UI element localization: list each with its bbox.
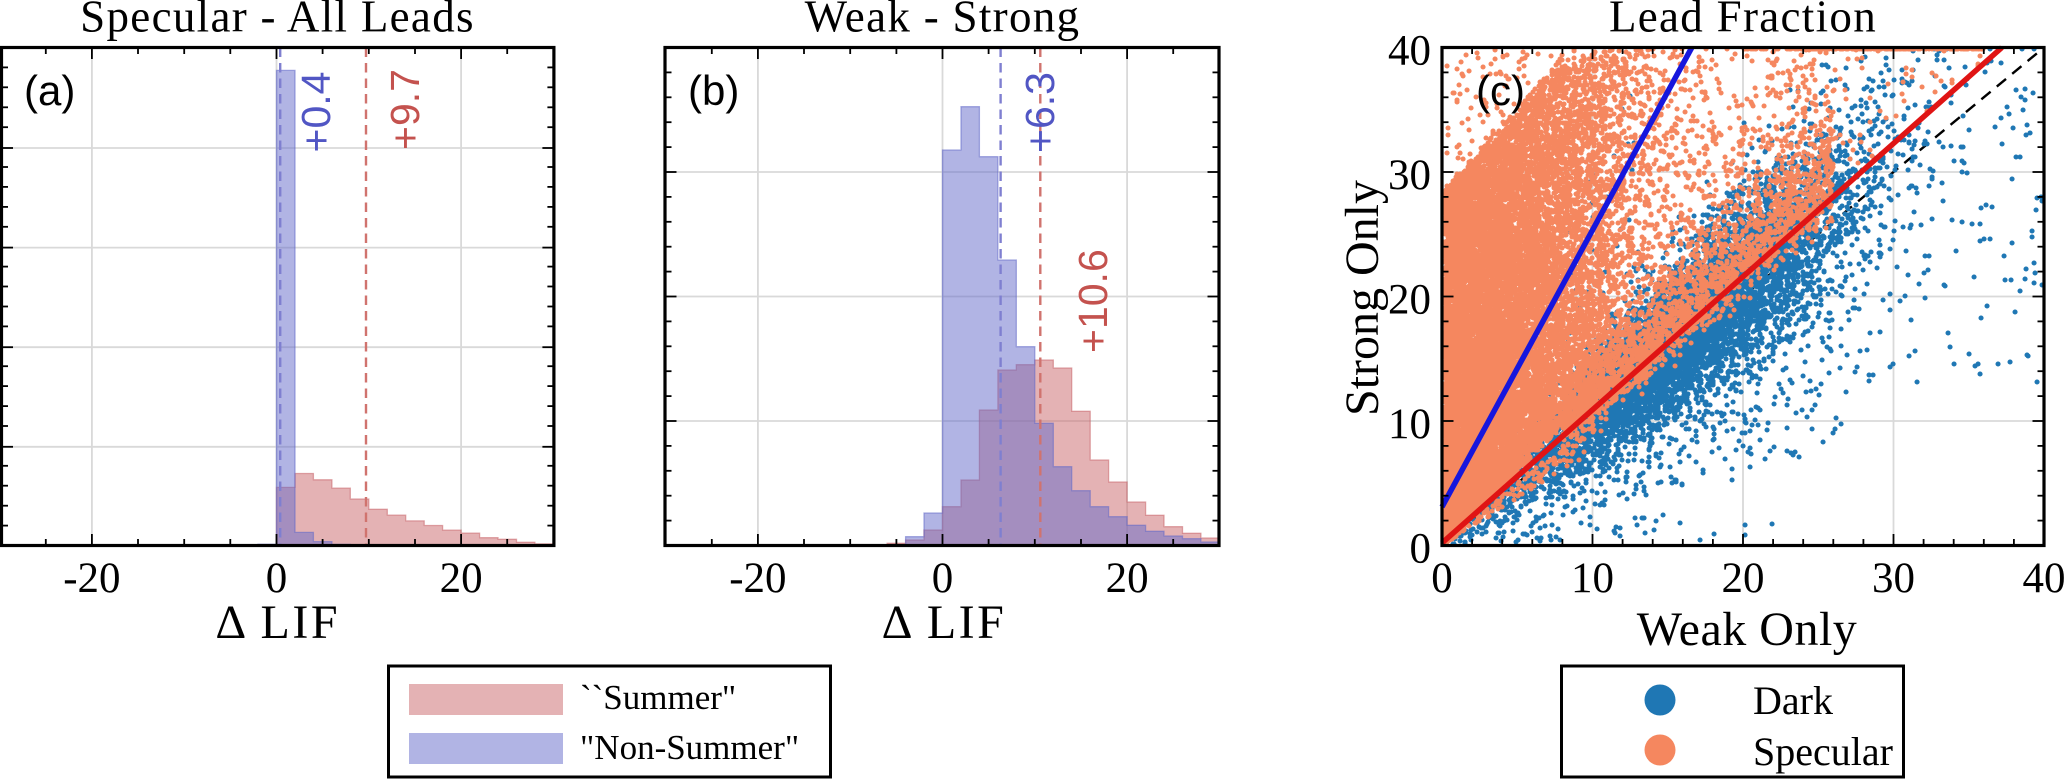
svg-text:(a): (a) xyxy=(24,67,75,114)
svg-text:(c): (c) xyxy=(1476,67,1525,114)
svg-text:"Non-Summer": "Non-Summer" xyxy=(580,728,799,767)
svg-text:Specular: Specular xyxy=(1753,729,1893,774)
svg-text:Δ LIF: Δ LIF xyxy=(215,596,340,649)
svg-text:20: 20 xyxy=(1722,555,1765,602)
svg-text:10: 10 xyxy=(1388,401,1431,448)
svg-text:Δ LIF: Δ LIF xyxy=(882,596,1007,649)
svg-text:0: 0 xyxy=(932,555,954,602)
svg-text:Specular - All Leads: Specular - All Leads xyxy=(80,0,475,42)
svg-text:0: 0 xyxy=(1431,555,1453,602)
svg-text:10: 10 xyxy=(1571,555,1614,602)
svg-text:Lead Fraction: Lead Fraction xyxy=(1609,0,1877,42)
svg-text:0: 0 xyxy=(266,555,288,602)
svg-text:40: 40 xyxy=(2023,555,2066,602)
svg-text:40: 40 xyxy=(1388,28,1431,75)
svg-text:20: 20 xyxy=(1388,277,1431,324)
svg-text:(b): (b) xyxy=(688,67,739,114)
svg-text:+10.6: +10.6 xyxy=(1070,249,1116,353)
svg-text:+6.3: +6.3 xyxy=(1017,72,1063,153)
svg-text:+0.4: +0.4 xyxy=(293,72,339,153)
svg-text:Weak - Strong: Weak - Strong xyxy=(805,0,1081,42)
svg-text:+9.7: +9.7 xyxy=(382,69,428,150)
svg-text:Strong Only: Strong Only xyxy=(1336,180,1389,416)
svg-text:-20: -20 xyxy=(729,555,786,602)
svg-text:20: 20 xyxy=(440,555,483,602)
svg-text:``Summer": ``Summer" xyxy=(580,678,736,717)
svg-text:20: 20 xyxy=(1106,555,1149,602)
svg-text:0: 0 xyxy=(1410,526,1432,573)
svg-text:Weak Only: Weak Only xyxy=(1637,603,1858,656)
svg-text:30: 30 xyxy=(1388,152,1431,199)
svg-text:30: 30 xyxy=(1872,555,1915,602)
svg-text:-20: -20 xyxy=(63,555,120,602)
svg-text:Dark: Dark xyxy=(1753,678,1833,723)
